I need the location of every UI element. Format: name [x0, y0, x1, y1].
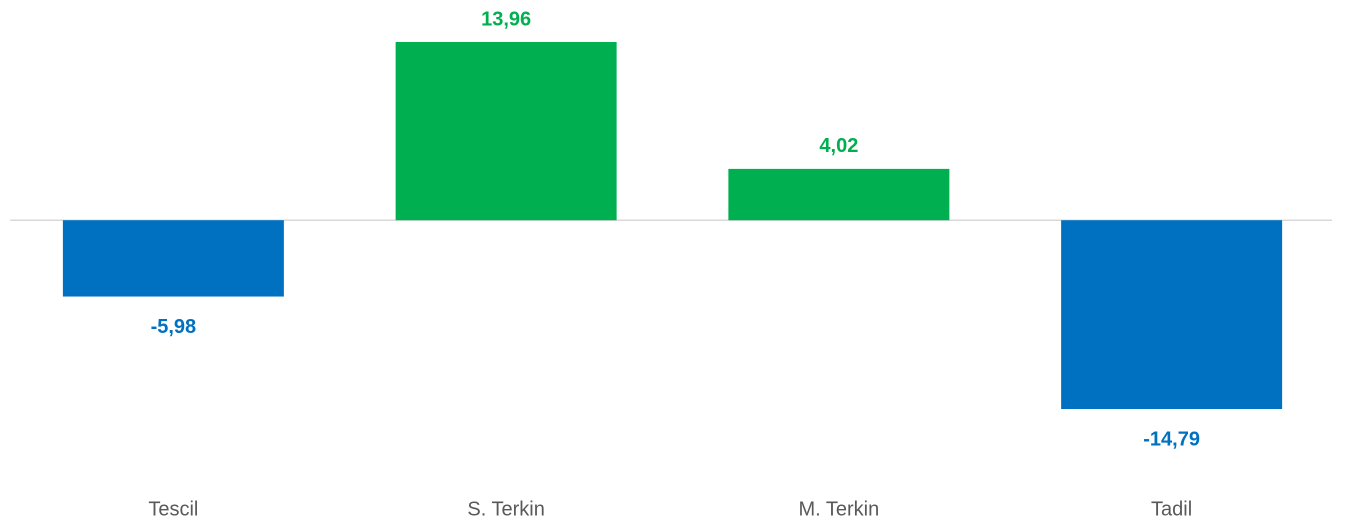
bar [1061, 220, 1283, 409]
value-label: 4,02 [819, 135, 858, 157]
x-tick-label: Tadil [1151, 498, 1192, 520]
value-label: 13,96 [481, 8, 531, 30]
value-label: -5,98 [151, 316, 197, 338]
x-tick-label: S. Terkin [467, 498, 544, 520]
bar [62, 220, 284, 297]
value-label: -14,79 [1143, 428, 1200, 450]
x-tick-label: M. Terkin [798, 498, 879, 520]
bar [728, 168, 950, 221]
bar [395, 42, 617, 221]
x-tick-label: Tescil [148, 498, 198, 520]
